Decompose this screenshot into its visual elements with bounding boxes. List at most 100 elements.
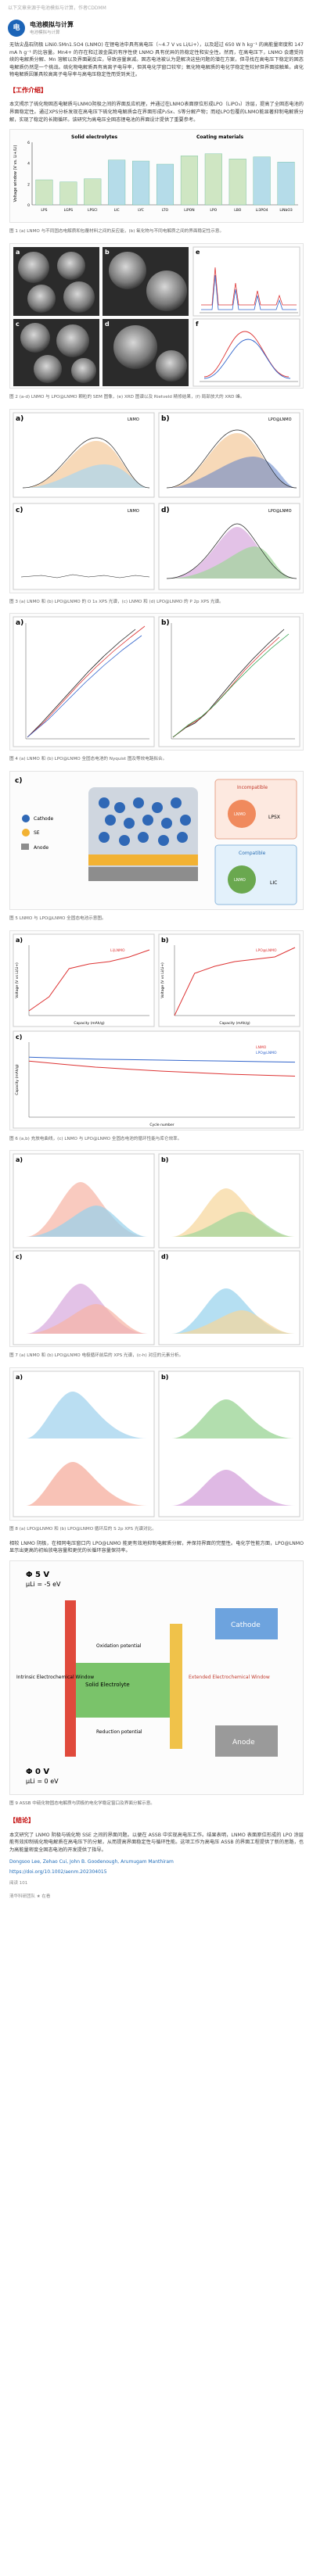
group-title-right: Coating materials <box>196 134 244 140</box>
figure-7-caption: 图 7 (a) LNMO 和 (b) LPO@LNMO 电极循环前后的 XPS … <box>9 1353 184 1359</box>
intro-paragraph: 无钴尖晶石阴极 LiNi0.5Mn1.5O4 (LNMO) 在锂电池中具有高电压… <box>9 42 304 78</box>
avatar: 电 <box>8 20 25 37</box>
x-tick-label: Li3PO4 <box>256 208 268 213</box>
account-subtitle: 电池模拟与计算 <box>30 30 60 35</box>
x-tick-label: LYC <box>138 208 144 213</box>
panel-label: c) <box>16 1034 22 1041</box>
lnmo-label-1: LNMO <box>234 812 246 817</box>
svg-text:e: e <box>196 249 200 256</box>
bar <box>84 178 102 206</box>
bar <box>132 161 150 206</box>
reference-doi-link[interactable]: https://doi.org/10.1002/aenm.202304015 <box>9 1868 107 1875</box>
figure-5-caption: 图 5 LNMO 与 LPO@LNMO 全固态电池示意图。 <box>9 915 106 921</box>
xps-a-title: LNMO <box>128 417 139 422</box>
figure-9: Φ 5 V μLi = -5 eV Cathode Anode Solid El… <box>9 1560 304 1795</box>
reference-authors[interactable]: Dongsoo Lee, Zehao Cui, John B. Goodenou… <box>9 1858 174 1865</box>
fig9-bottom-potential: Φ 0 V <box>26 1768 49 1776</box>
y-tick-label: 6 <box>27 141 30 145</box>
fig8-panel-b: b) <box>158 1370 300 1517</box>
legend-entry: LNMO <box>256 1045 267 1050</box>
svg-text:a: a <box>16 249 20 256</box>
y-tick-label: 2 <box>27 183 30 188</box>
fig9-top-mu: μLi = -5 eV <box>26 1581 61 1588</box>
xps-panel-a: a) LNMO <box>13 412 155 498</box>
svg-text:c): c) <box>16 507 23 514</box>
bar <box>108 159 126 206</box>
panel-label: a) <box>16 937 23 944</box>
figure-6-caption: 图 6 (a,b) 充放电曲线，(c) LNMO 与 LPO@LNMO 全固态电… <box>9 1136 182 1141</box>
svg-text:c: c <box>16 321 20 328</box>
work-paragraph: 本文揭示了硫化物固态电解质与LNMO阴极之间的界面反应机理，并通过在LNMO表面… <box>9 102 304 123</box>
group-title-left: Solid electrolytes <box>71 134 118 140</box>
x-tick-label: LiNbO3 <box>279 208 293 213</box>
y-axis-label: Capacity (mAh/g) <box>15 1064 20 1095</box>
svg-text:c): c) <box>16 1253 22 1260</box>
svg-text:d): d) <box>161 1253 168 1260</box>
fig9-oxidation: Oxidation potential <box>96 1643 142 1649</box>
xrd-plot-e: e <box>192 246 300 317</box>
y-tick-label: 0 <box>27 203 30 208</box>
footer-source[interactable]: 清华科研团队 ★ 在看 <box>9 1893 51 1899</box>
svg-text:b): b) <box>161 1374 168 1381</box>
svg-text:b): b) <box>161 415 170 423</box>
lpsx-label: LPSX <box>268 815 280 820</box>
read-count: 阅读 101 <box>9 1881 28 1886</box>
figure-1-chart: Voltage window (V vs. Li+/Li) Solid elect… <box>13 134 298 213</box>
figure-6: a) Capacity (mAh/g) Voltage (V vs Li/Li+) L… <box>9 930 304 1130</box>
x-axis-label: Cycle number <box>149 1123 174 1127</box>
figure-1-caption: 图 1 (a) LNMO 与不同固态电解质和包覆材料之间的反应能，(b) 氧化物… <box>9 229 225 235</box>
bar <box>59 181 77 206</box>
panel-label: b) <box>161 937 168 944</box>
x-axis-label: Capacity (mAh/g) <box>74 1021 105 1026</box>
bar <box>277 162 295 206</box>
series-line <box>174 947 296 1016</box>
compatible-panel: Compatible LNMO LIC <box>214 844 297 905</box>
incompatible-panel: Incompatible LNMO LPSX <box>214 779 297 840</box>
figure-7: a) b) c) d) <box>9 1150 304 1348</box>
nyquist-panel-a: a) <box>13 616 155 747</box>
x-tick-label: LGPS <box>64 208 74 213</box>
xps-d-title: LPO@LNMO <box>268 509 292 514</box>
svg-text:b): b) <box>161 1156 168 1163</box>
svg-text:d: d <box>105 321 110 328</box>
x-tick-label: LPS <box>41 208 47 213</box>
section-heading-work: 【工作介绍】 <box>9 87 47 95</box>
conclusion-paragraph: 本文研究了 LNMO 阴极与硫化物 SSE 之间的界面问题。以便在 ASSB 中… <box>9 1832 304 1853</box>
breadcrumb: 以下文章来源于电池模拟与计算，作者CDDMM <box>8 5 106 11</box>
xps-panel-d: d) LPO@LNMO <box>158 503 300 590</box>
figure-5-schematic: c) Cathode SE Anode Incompatible LNMO LP… <box>15 777 297 905</box>
svg-text:a): a) <box>16 415 23 423</box>
sem-image-a: a <box>13 246 99 316</box>
fig7-panel-b: b) <box>158 1153 300 1249</box>
series-line <box>28 1056 296 1062</box>
incompatible-label: Incompatible <box>237 785 268 790</box>
x-tick-label: LIC <box>114 208 120 213</box>
figure-9-diagram: Φ 5 V μLi = -5 eV Cathode Anode Solid El… <box>16 1571 278 1785</box>
x-tick-label: LBO <box>234 208 242 213</box>
y-tick-label: 4 <box>27 162 30 167</box>
figure-2-panels: a b c d e <box>13 246 300 387</box>
bar <box>156 164 174 206</box>
sem-image-d: d <box>103 318 189 386</box>
x-tick-label: LTO <box>162 208 169 213</box>
y-axis-label: Voltage (V vs Li/Li+) <box>160 962 165 998</box>
bar <box>204 153 222 206</box>
summary-paragraph: 相较 LNMO 阴极，在相同电压窗口内 LPO@LNMO 能更有效地抑制电解质分… <box>9 1540 304 1554</box>
svg-text:f: f <box>196 321 199 328</box>
figure-8-caption: 图 8 (a) LPO@LNMO 和 (b) LPO@LNMO 循环后的 S 2… <box>9 1526 156 1532</box>
account-name[interactable]: 电池模拟与计算 <box>30 20 74 28</box>
fig9-extended: Extended Electrochemical Window <box>189 1675 270 1680</box>
lic-label: LIC <box>270 880 277 886</box>
figure-6-charts: a) Capacity (mAh/g) Voltage (V vs Li/Li+) L… <box>13 933 300 1129</box>
legend-entry: LPO@LNMO <box>256 948 277 953</box>
svg-text:b: b <box>105 249 110 256</box>
fig9-reduction: Reduction potential <box>96 1729 142 1735</box>
account-card[interactable]: 电 电池模拟与计算 电池模拟与计算 <box>0 17 313 39</box>
fig9-anode: Anode <box>232 1739 255 1747</box>
fig9-intrinsic: Intrinsic Electrochemical Window <box>16 1675 94 1680</box>
figure-9-caption: 图 9 ASSB 中硫化物固态电解质与阴极的电化学稳定窗口及界面分解示意。 <box>9 1800 155 1806</box>
chart-panel <box>13 1030 300 1129</box>
figure-8: a) b) <box>9 1367 304 1521</box>
series-line <box>28 1060 296 1077</box>
